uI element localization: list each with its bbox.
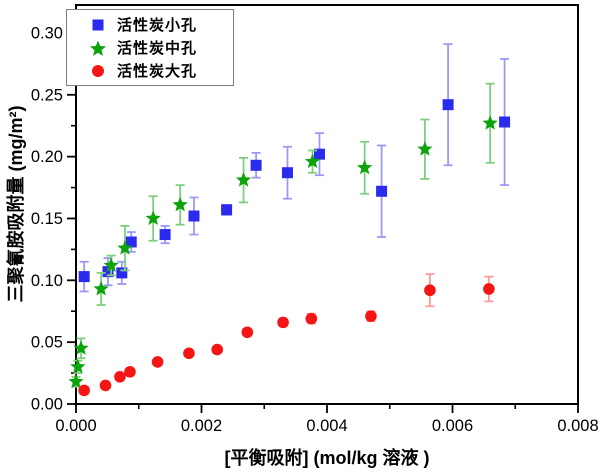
svg-text:0.000: 0.000 <box>55 417 96 435</box>
legend-star-icon <box>88 38 108 58</box>
legend-label: 活性炭中孔 <box>117 40 198 57</box>
series-square <box>78 43 511 293</box>
series-circle <box>78 273 495 397</box>
legend-item-small-pore: 活性炭小孔 <box>67 13 233 36</box>
svg-text:0.20: 0.20 <box>31 148 63 166</box>
series-star <box>68 82 498 389</box>
svg-text:0.30: 0.30 <box>31 24 63 42</box>
svg-text:0.15: 0.15 <box>31 210 63 228</box>
y-axis-title: 三聚氰胺吸附量 (mg/m²) <box>6 105 26 303</box>
legend-label: 活性炭大孔 <box>117 63 198 80</box>
svg-text:0.006: 0.006 <box>432 417 473 435</box>
svg-text:0.004: 0.004 <box>306 417 347 435</box>
svg-text:0.002: 0.002 <box>181 417 222 435</box>
legend-square-icon <box>88 15 108 35</box>
legend-label: 活性炭小孔 <box>117 17 198 34</box>
legend: 活性炭小孔 活性炭中孔 活性炭大孔 <box>66 9 234 86</box>
svg-text:0.05: 0.05 <box>31 334 63 352</box>
x-axis-title: [平衡吸附] (mol/kg 溶液 ) <box>224 448 430 468</box>
legend-item-medium-pore: 活性炭中孔 <box>67 36 233 59</box>
svg-text:0.10: 0.10 <box>31 272 63 290</box>
legend-circle-icon <box>88 61 108 81</box>
legend-item-large-pore: 活性炭大孔 <box>67 59 233 82</box>
svg-text:0.00: 0.00 <box>31 396 63 414</box>
svg-text:0.008: 0.008 <box>557 417 598 435</box>
svg-text:0.25: 0.25 <box>31 86 63 104</box>
